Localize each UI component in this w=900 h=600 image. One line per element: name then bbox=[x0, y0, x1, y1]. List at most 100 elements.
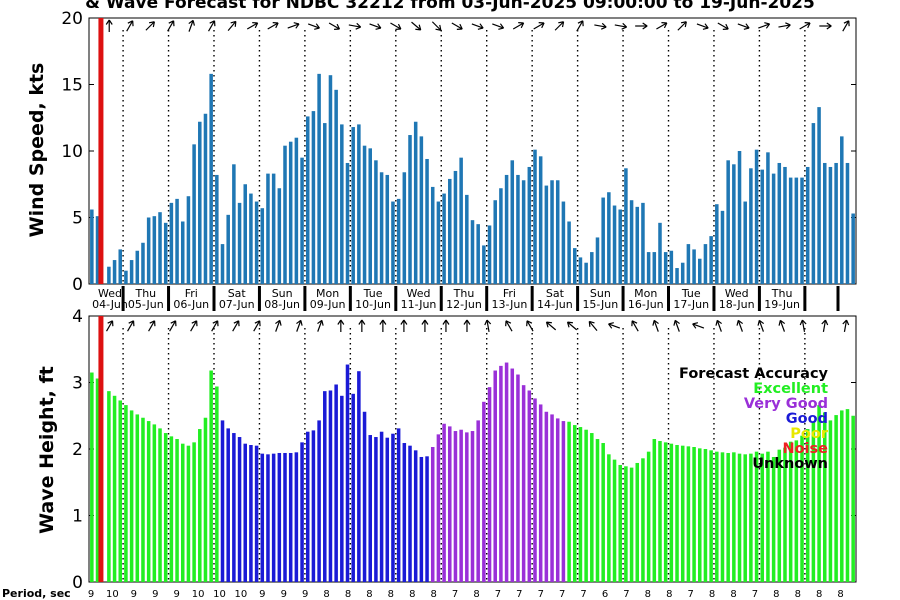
wave-bar bbox=[527, 390, 532, 582]
wind-bar bbox=[198, 121, 202, 285]
wave-bar bbox=[476, 420, 480, 582]
day-of-week-label: Wed bbox=[725, 287, 749, 300]
arrow-shaft bbox=[307, 23, 320, 29]
arrow-head bbox=[736, 319, 744, 326]
wind-direction-arrow-icon bbox=[328, 22, 341, 30]
wind-direction-arrow-icon bbox=[656, 22, 668, 30]
period-value-label: 9 bbox=[302, 589, 308, 600]
wave-bar bbox=[709, 450, 713, 582]
wind-bar bbox=[573, 248, 577, 284]
wave-bar bbox=[328, 390, 333, 582]
wave-y-axis-label: Wave Height, ft bbox=[36, 366, 58, 534]
arrow-shaft bbox=[799, 22, 811, 30]
arrow-head bbox=[128, 320, 135, 327]
wind-direction-arrow-icon bbox=[390, 22, 402, 30]
wind-bar bbox=[141, 242, 145, 284]
wave-bar bbox=[726, 452, 730, 582]
wind-bar bbox=[448, 178, 452, 284]
period-value-label: 7 bbox=[516, 589, 522, 600]
wind-bar bbox=[112, 260, 117, 284]
legend-item-poor: Poor bbox=[790, 426, 829, 442]
wave-bar bbox=[192, 442, 196, 582]
wind-bar bbox=[680, 262, 685, 284]
wave-direction-arrow-icon bbox=[211, 320, 219, 332]
wave-direction-arrow-icon bbox=[778, 319, 786, 332]
period-value-label: 6 bbox=[602, 589, 608, 600]
wave-direction-arrow-icon bbox=[631, 320, 639, 332]
period-value-label: 9 bbox=[173, 589, 179, 600]
wind-direction-arrow-icon bbox=[696, 23, 709, 30]
arrow-shaft bbox=[546, 321, 557, 331]
period-value-label: 8 bbox=[430, 589, 436, 600]
wave-bar bbox=[794, 440, 799, 582]
period-value-label: 8 bbox=[773, 589, 779, 600]
wave-bar bbox=[692, 447, 696, 582]
wave-panel: 0 1 2 3 4 9 10 9 9 9 10 10 10 9 9 9 8 8 8 8 8 8 7 8 7 7 7 7 7 6 7 8 8 7 8 8… bbox=[72, 307, 857, 600]
wind-bar bbox=[777, 162, 782, 284]
wind-bar bbox=[277, 188, 282, 284]
wind-bar bbox=[402, 172, 407, 284]
period-value-label: 8 bbox=[795, 589, 801, 600]
arrow-head bbox=[715, 319, 722, 326]
wave-y-tick-label: 1 bbox=[72, 507, 83, 527]
period-value-label: 8 bbox=[666, 589, 672, 600]
arrow-head bbox=[608, 322, 614, 329]
wind-bar bbox=[499, 188, 503, 284]
wind-bar bbox=[800, 177, 804, 284]
wind-bar bbox=[328, 75, 333, 284]
wave-direction-arrow-icon bbox=[715, 319, 722, 332]
wind-bar bbox=[675, 268, 679, 284]
wind-bar bbox=[249, 193, 253, 284]
wave-direction-arrow-icon bbox=[127, 320, 135, 332]
day-of-week-label: Sat bbox=[546, 287, 565, 300]
arrow-head bbox=[600, 22, 607, 30]
wind-bar bbox=[453, 170, 458, 284]
wave-direction-arrow-icon bbox=[148, 320, 156, 332]
date-label: 19-Jun bbox=[764, 298, 800, 311]
wave-direction-arrow-icon bbox=[608, 322, 621, 329]
wave-bar bbox=[379, 431, 384, 582]
wave-bar bbox=[340, 395, 344, 582]
wind-bar bbox=[374, 160, 378, 284]
arrow-shaft bbox=[253, 320, 261, 332]
wave-bar bbox=[180, 443, 185, 582]
wind-bar bbox=[715, 204, 719, 284]
wave-direction-arrow-icon bbox=[545, 321, 557, 331]
wave-bar bbox=[305, 431, 310, 582]
wind-bar bbox=[851, 213, 855, 284]
arrow-head bbox=[477, 23, 484, 30]
day-of-week-label: Wed bbox=[98, 287, 122, 300]
arrow-shaft bbox=[287, 23, 300, 29]
wave-bar bbox=[368, 435, 372, 582]
wind-bar bbox=[345, 162, 350, 284]
wave-bar bbox=[652, 439, 657, 582]
wind-direction-arrow-icon bbox=[533, 22, 545, 30]
wind-bar bbox=[771, 173, 776, 284]
wave-bar bbox=[550, 414, 554, 582]
date-label: 04-Jun bbox=[92, 298, 128, 311]
wave-direction-arrow-icon bbox=[275, 319, 282, 332]
wind-panel: 05101520Wed04-JunThu05-JunFri06-JunSat07… bbox=[61, 9, 857, 311]
arrow-head bbox=[757, 319, 765, 326]
arrow-head bbox=[799, 319, 807, 326]
arrow-head bbox=[642, 22, 648, 30]
wave-bar bbox=[561, 421, 566, 582]
wind-direction-arrow-icon bbox=[819, 22, 832, 30]
wave-bar bbox=[135, 414, 140, 582]
arrow-head bbox=[843, 20, 850, 27]
wind-bar bbox=[266, 173, 270, 284]
wind-bar bbox=[465, 194, 469, 284]
wind-bar bbox=[754, 149, 759, 284]
wind-bar bbox=[834, 162, 838, 284]
wave-y-tick-label: 4 bbox=[72, 307, 83, 327]
wave-bar bbox=[408, 445, 412, 582]
arrow-head bbox=[105, 19, 113, 25]
wave-bar bbox=[686, 446, 691, 582]
period-value-label: 8 bbox=[323, 589, 329, 600]
wind-bar bbox=[408, 135, 412, 284]
wind-bar bbox=[493, 200, 497, 284]
wave-bar bbox=[419, 456, 424, 582]
wave-bar bbox=[555, 418, 560, 582]
arrow-shaft bbox=[716, 320, 722, 332]
arrow-head bbox=[456, 23, 463, 30]
